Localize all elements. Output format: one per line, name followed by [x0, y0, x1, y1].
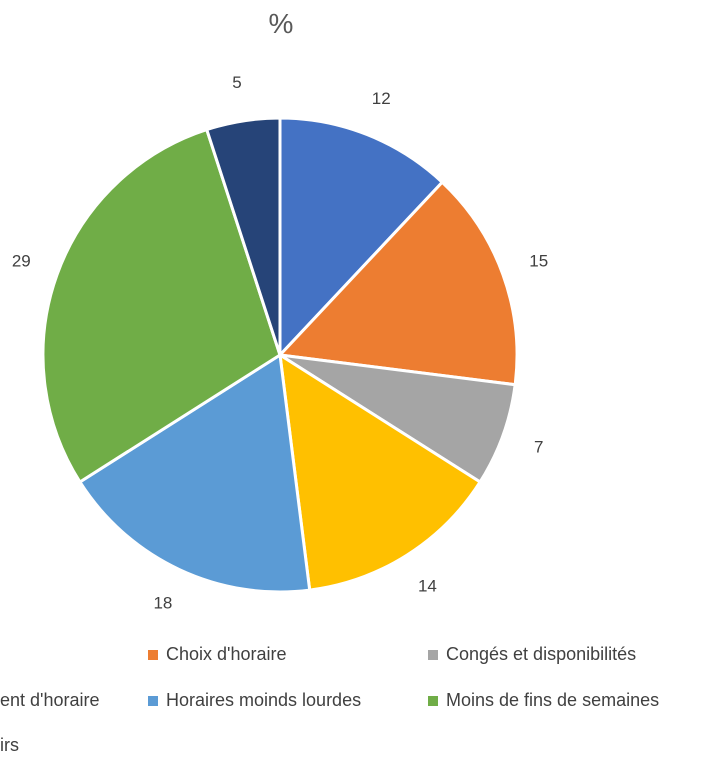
data-label-4: 14 — [418, 577, 437, 596]
data-label-3: 7 — [534, 438, 543, 457]
legend-item-conges: Congés et disponibilités — [428, 644, 636, 665]
legend-label-autres: irs — [0, 735, 19, 755]
pie-slice-4 — [278, 352, 483, 592]
legend-label-changement-horaire: ent d'horaire — [0, 690, 100, 710]
legend-item-choix-horaire: Choix d'horaire — [148, 644, 287, 665]
data-label-2: 15 — [529, 251, 548, 270]
pie-slice-5 — [77, 352, 312, 594]
pie-chart: 12 15 7 14 18 29 5 — [12, 73, 548, 612]
pie-slice-1 — [278, 116, 445, 359]
legend-item-changement-horaire: ent d'horaire — [0, 690, 100, 711]
legend-item-autres: irs — [0, 735, 19, 756]
legend-swatch-fins-semaines — [428, 695, 438, 706]
legend-label-conges: Congés et disponibilités — [446, 644, 637, 664]
legend-label-choix-horaire: Choix d'horaire — [166, 644, 287, 664]
pie-slice-6 — [41, 127, 282, 485]
data-label-7: 5 — [232, 73, 241, 92]
data-label-5: 18 — [153, 593, 172, 612]
legend-swatch-conges — [428, 649, 438, 660]
data-label-1: 12 — [372, 89, 391, 108]
data-label-6: 29 — [12, 251, 31, 270]
legend-swatch-horaires-moinds — [148, 695, 158, 706]
legend-item-fins-semaines: Moins de fins de semaines — [428, 690, 659, 711]
legend-label-horaires-moinds: Horaires moinds lourdes — [166, 690, 362, 710]
chart-title: % — [268, 8, 294, 39]
pie-slice-7 — [204, 116, 282, 356]
legend-item-horaires-moinds: Horaires moinds lourdes — [148, 690, 361, 711]
pie-slice-2 — [276, 180, 519, 387]
legend-label-fins-semaines: Moins de fins de semaines — [446, 690, 660, 710]
legend-swatch-choix-horaire — [148, 649, 158, 660]
pie-slice-3 — [279, 353, 517, 485]
